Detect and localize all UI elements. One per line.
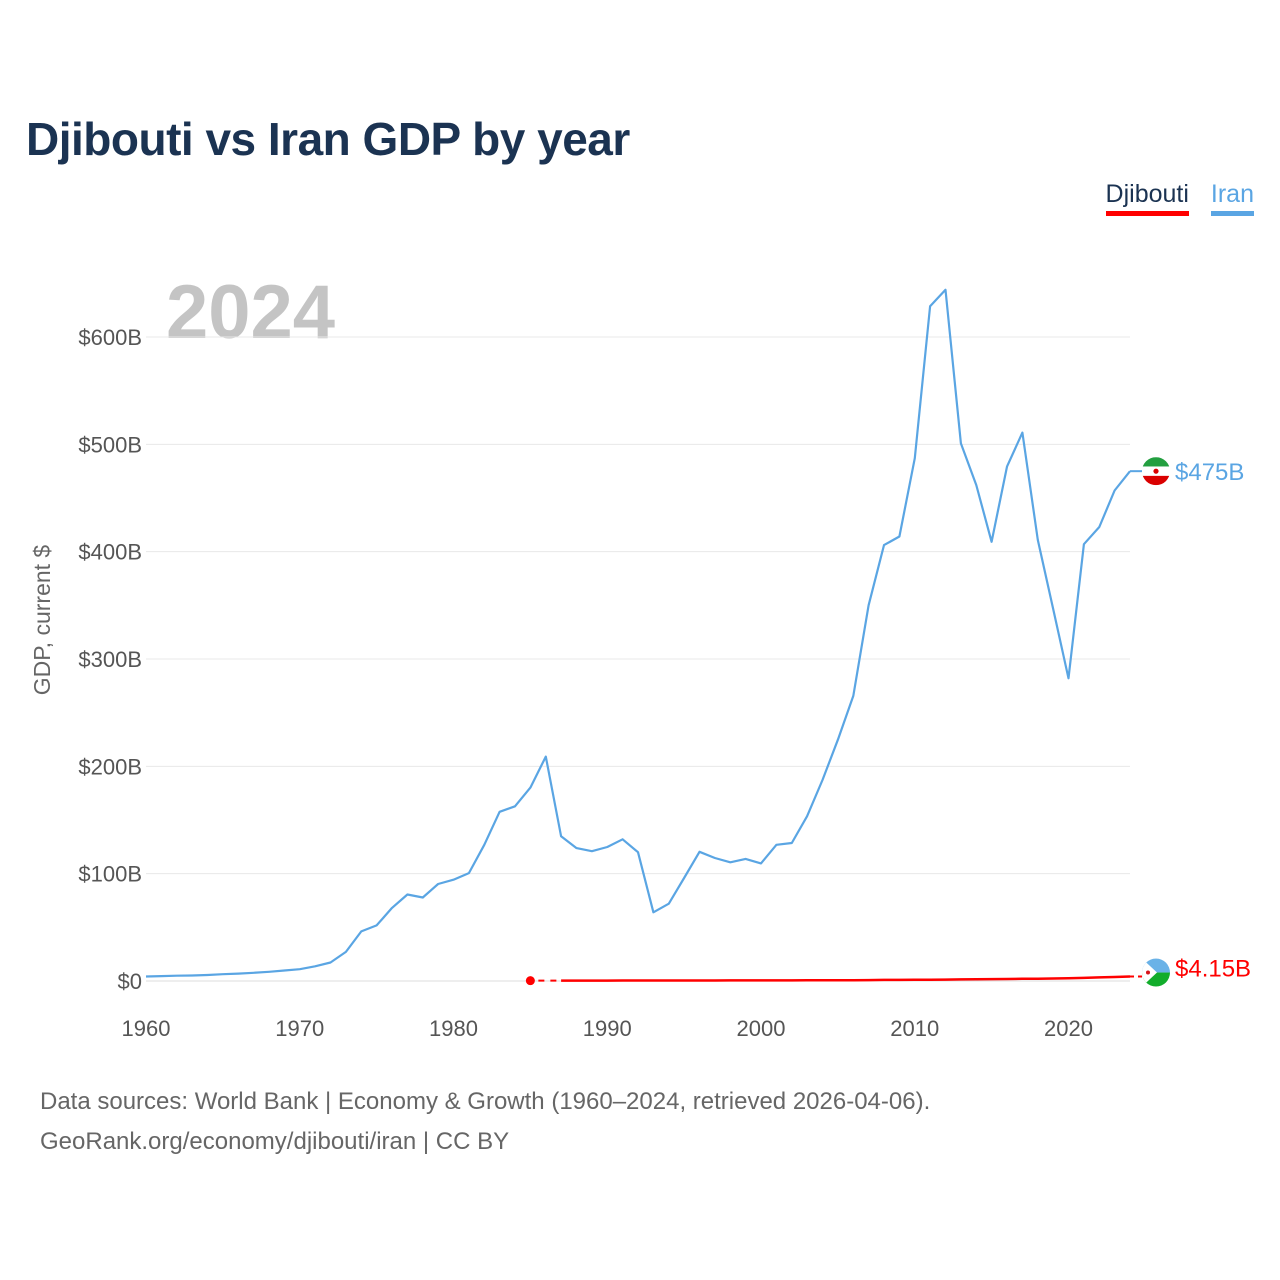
iran-end-value: $475B bbox=[1175, 459, 1244, 486]
x-tick-label: 1980 bbox=[429, 1016, 478, 1041]
footer: Data sources: World Bank | Economy & Gro… bbox=[40, 1082, 930, 1162]
y-axis-label: GDP, current $ bbox=[29, 545, 55, 696]
x-tick-label: 2020 bbox=[1044, 1016, 1093, 1041]
y-tick-label: $0 bbox=[118, 969, 142, 994]
djibouti-end-value: $4.15B bbox=[1175, 956, 1251, 983]
legend: Djibouti Iran bbox=[1105, 180, 1254, 216]
year-watermark: 2024 bbox=[166, 270, 335, 355]
djibouti-flag-icon bbox=[1142, 958, 1170, 987]
page-title: Djibouti vs Iran GDP by year bbox=[26, 113, 630, 165]
legend-item-djibouti[interactable]: Djibouti bbox=[1105, 180, 1189, 216]
iran-flag-icon bbox=[1142, 457, 1170, 486]
y-tick-label: $400B bbox=[78, 540, 142, 565]
y-tick-label: $500B bbox=[78, 432, 142, 457]
y-tick-label: $100B bbox=[78, 862, 142, 887]
x-tick-label: 2000 bbox=[737, 1016, 786, 1041]
series-point-djibouti bbox=[525, 976, 535, 986]
source-url-license: GeoRank.org/economy/djibouti/iran | CC B… bbox=[40, 1128, 510, 1155]
legend-item-iran[interactable]: Iran bbox=[1210, 180, 1254, 216]
x-tick-label: 2010 bbox=[890, 1016, 939, 1041]
series-line-iran bbox=[145, 288, 1131, 978]
y-tick-label: $300B bbox=[78, 647, 142, 672]
x-tick-label: 1970 bbox=[275, 1016, 324, 1041]
series-line-djibouti bbox=[561, 975, 1131, 982]
data-source-note: Data sources: World Bank | Economy & Gro… bbox=[40, 1088, 931, 1115]
y-tick-label: $200B bbox=[78, 754, 142, 779]
x-tick-label: 1990 bbox=[583, 1016, 632, 1041]
y-tick-label: $600B bbox=[78, 325, 142, 350]
x-tick-label: 1960 bbox=[122, 1016, 171, 1041]
